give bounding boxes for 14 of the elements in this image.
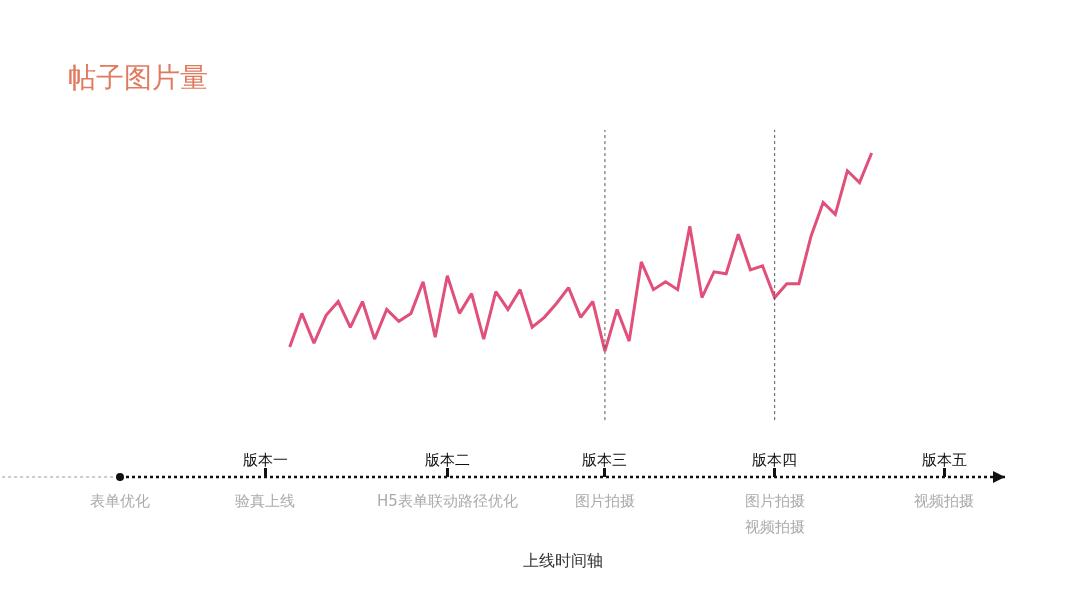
text: 视频拍摄 [745,518,805,536]
x-tick-label: 版本五 [921,451,967,469]
text: 表单优化 [90,492,150,510]
x-tick-label: 版本一 [242,451,288,469]
x-tick-label: 版本四 [752,451,798,469]
text: 图片拍摄 [745,492,805,510]
text: 验真上线 [235,492,295,510]
text: 视频拍摄 [914,492,974,510]
text: 图片拍摄 [575,492,635,510]
text: 上线时间轴 [523,551,603,570]
x-tick-label: 版本三 [582,451,628,469]
chart-title: 帖子图片量 [68,61,209,95]
x-tick-label: 版本二 [424,451,470,469]
text: H5表单联动路径优化 [377,492,518,510]
